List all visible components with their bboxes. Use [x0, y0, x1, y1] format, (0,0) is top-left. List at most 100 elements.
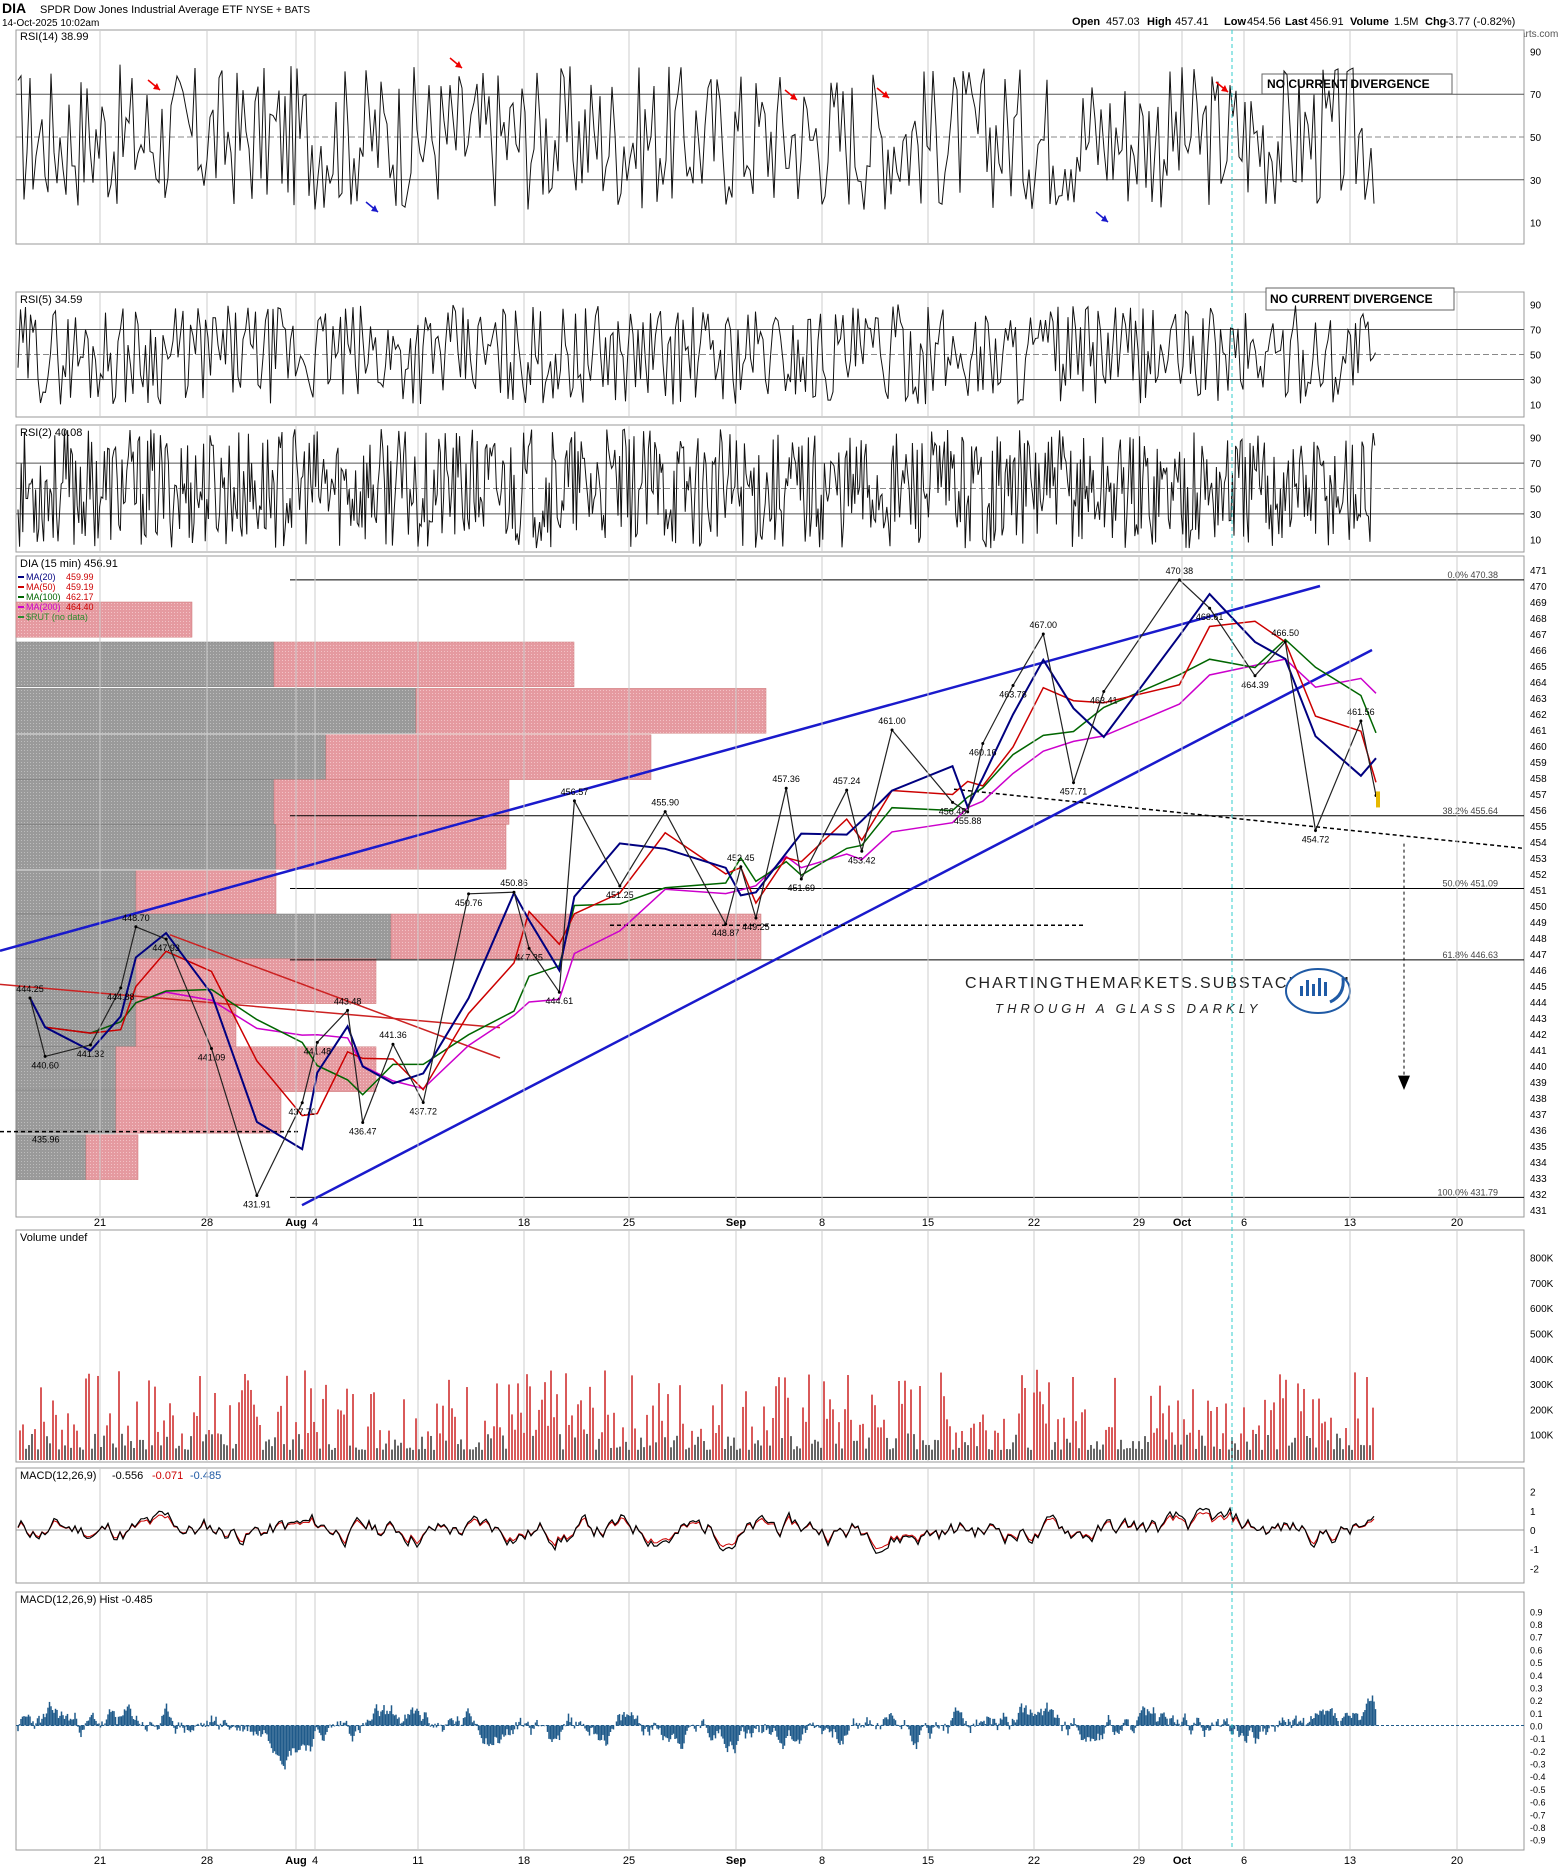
x-tick-label-mid: 21: [94, 1217, 106, 1229]
volume-profile-gray-bar: [15, 779, 275, 825]
price-point: [1253, 674, 1257, 678]
hist-tick-label: 0.9: [1530, 1607, 1543, 1617]
legend-value: 459.19: [66, 582, 94, 592]
fib-level-label: 38.2% 455.64: [1442, 806, 1498, 816]
macd-tick-label: -2: [1530, 1564, 1539, 1575]
price-tick-label: 468: [1530, 614, 1547, 625]
macd-tick-label: 0: [1530, 1526, 1536, 1537]
ma100-line: [29, 638, 1377, 1096]
dashed-support-line: [953, 788, 1525, 850]
price-point-label: 437.72: [409, 1106, 437, 1116]
legend-value: 459.99: [66, 572, 94, 582]
price-point: [43, 1054, 47, 1058]
price-point-label: 452.45: [727, 853, 755, 863]
volume-profile-gray-bar: [15, 870, 137, 915]
rsi-tick-label: 70: [1530, 90, 1542, 101]
macd-signal-value: -0.071: [152, 1470, 183, 1482]
x-tick-label-mid: 25: [623, 1217, 635, 1229]
rsi-tick-label: 30: [1530, 510, 1542, 521]
price-point-label: 449.25: [742, 922, 770, 932]
price-point-label: 444.61: [546, 996, 574, 1006]
hist-tick-label: 0.2: [1530, 1696, 1543, 1706]
chg-value: -3.77 (-0.82%): [1445, 16, 1515, 28]
rsi-tick-label: 30: [1530, 176, 1542, 187]
watermark-text: CHARTINGTHEMARKETS.SUBSTACK.COM: [965, 975, 1351, 992]
price-point-label: 460.16: [969, 747, 997, 757]
price-tick-label: 467: [1530, 630, 1547, 641]
price-point-label: 464.39: [1241, 680, 1269, 690]
price-tick-label: 458: [1530, 774, 1547, 785]
volume-tick-label: 800K: [1530, 1254, 1554, 1265]
volume-tick-label: 700K: [1530, 1279, 1554, 1290]
hist-tick-label: 0.7: [1530, 1633, 1543, 1643]
price-point-label: 450.86: [500, 878, 528, 888]
volume-tick-label: 200K: [1530, 1405, 1554, 1416]
substack-logo-icon: [1285, 968, 1351, 1014]
price-tick-label: 447: [1530, 950, 1547, 961]
ma50-line: [29, 620, 1377, 1117]
legend-label: $RUT (no data): [26, 612, 88, 622]
volume-profile-gray-bar: [15, 688, 417, 734]
price-point: [1283, 640, 1287, 644]
price-tick-label: 463: [1530, 694, 1547, 705]
last-value: 456.91: [1310, 16, 1344, 28]
hist-tick-label: 0.1: [1530, 1709, 1543, 1719]
price-series: 0.0% 470.38 38.2% 455.64 50.0% 451.09 61.8%…: [0, 566, 1525, 1209]
target-arrow-head: [1398, 1075, 1410, 1090]
x-tick-label-mid: Aug: [285, 1217, 306, 1229]
rsi-line: [17, 64, 1375, 210]
rsi-tick-label: 50: [1530, 485, 1542, 496]
price-point-label: 444.88: [107, 992, 135, 1002]
macd-line: [17, 1506, 1375, 1554]
hist-tick-label: -0.5: [1530, 1785, 1546, 1795]
legend-label: MA(50): [26, 582, 56, 592]
volume-profile-pink-bar: [135, 1003, 237, 1048]
x-axis-mid: 21 28 Aug 4 11 18 25 Sep 8 15 22 29 Oct 6 13 20: [94, 1217, 1463, 1229]
price-point-label: 463.41: [1090, 695, 1118, 705]
price-point: [164, 937, 168, 941]
volume-panel: Volume undef: [15, 1229, 1525, 1463]
price-point: [512, 890, 516, 894]
price-point-label: 453.42: [848, 855, 876, 865]
x-tick-label-bottom: 18: [518, 1855, 530, 1867]
price-point-label: 436.47: [349, 1126, 377, 1136]
x-tick-label-bottom: 22: [1028, 1855, 1040, 1867]
price-point-label: 441.36: [379, 1030, 407, 1040]
x-tick-label-mid: 20: [1451, 1217, 1463, 1229]
volume-profile-gray-bar: [15, 1003, 137, 1048]
volume-profile-gray-bar: [15, 1134, 87, 1180]
price-point-label: 463.78: [999, 690, 1027, 700]
price-point: [618, 884, 622, 888]
hist-tick-label: -0.9: [1530, 1836, 1546, 1846]
volume-profile-pink-bar: [85, 1134, 139, 1180]
upper-trendline: [0, 584, 1321, 953]
macd-tick-label: -1: [1530, 1545, 1539, 1556]
hist-tick-label: 0.6: [1530, 1645, 1543, 1655]
price-tick-label: 452: [1530, 870, 1547, 881]
price-point: [1072, 781, 1076, 785]
hist-tick-label: -0.2: [1530, 1747, 1546, 1757]
price-tick-label: 444: [1530, 998, 1547, 1009]
ticker-name: SPDR Dow Jones Industrial Average ETF: [40, 4, 243, 16]
price-point: [1177, 578, 1181, 582]
hist-tick-label: -0.1: [1530, 1734, 1546, 1744]
x-tick-label-bottom: 28: [201, 1855, 213, 1867]
x-tick-label-bottom: 4: [312, 1855, 318, 1867]
x-tick-label-mid: 4: [312, 1217, 318, 1229]
price-point: [981, 741, 985, 745]
price-tick-label: 466: [1530, 646, 1547, 657]
price-tick-label: 436: [1530, 1126, 1547, 1137]
price-tick-label: 461: [1530, 726, 1547, 737]
price-point-label: 444.25: [16, 984, 44, 994]
x-tick-label-bottom: 20: [1451, 1855, 1463, 1867]
volume-profile-pink-bar: [415, 688, 767, 734]
price-tick-label: 457: [1530, 790, 1547, 801]
price-tick-label: 431: [1530, 1206, 1547, 1217]
price-point-label: 443.48: [334, 996, 362, 1006]
price-tick-label: 438: [1530, 1094, 1547, 1105]
volume-panel-label: Volume undef: [20, 1232, 88, 1244]
x-tick-label-mid: Sep: [726, 1217, 746, 1229]
hist-label: MACD(12,26,9) Hist -0.485: [20, 1594, 153, 1606]
price-title: DIA (15 min) 456.91: [20, 558, 118, 570]
price-point: [860, 849, 864, 853]
